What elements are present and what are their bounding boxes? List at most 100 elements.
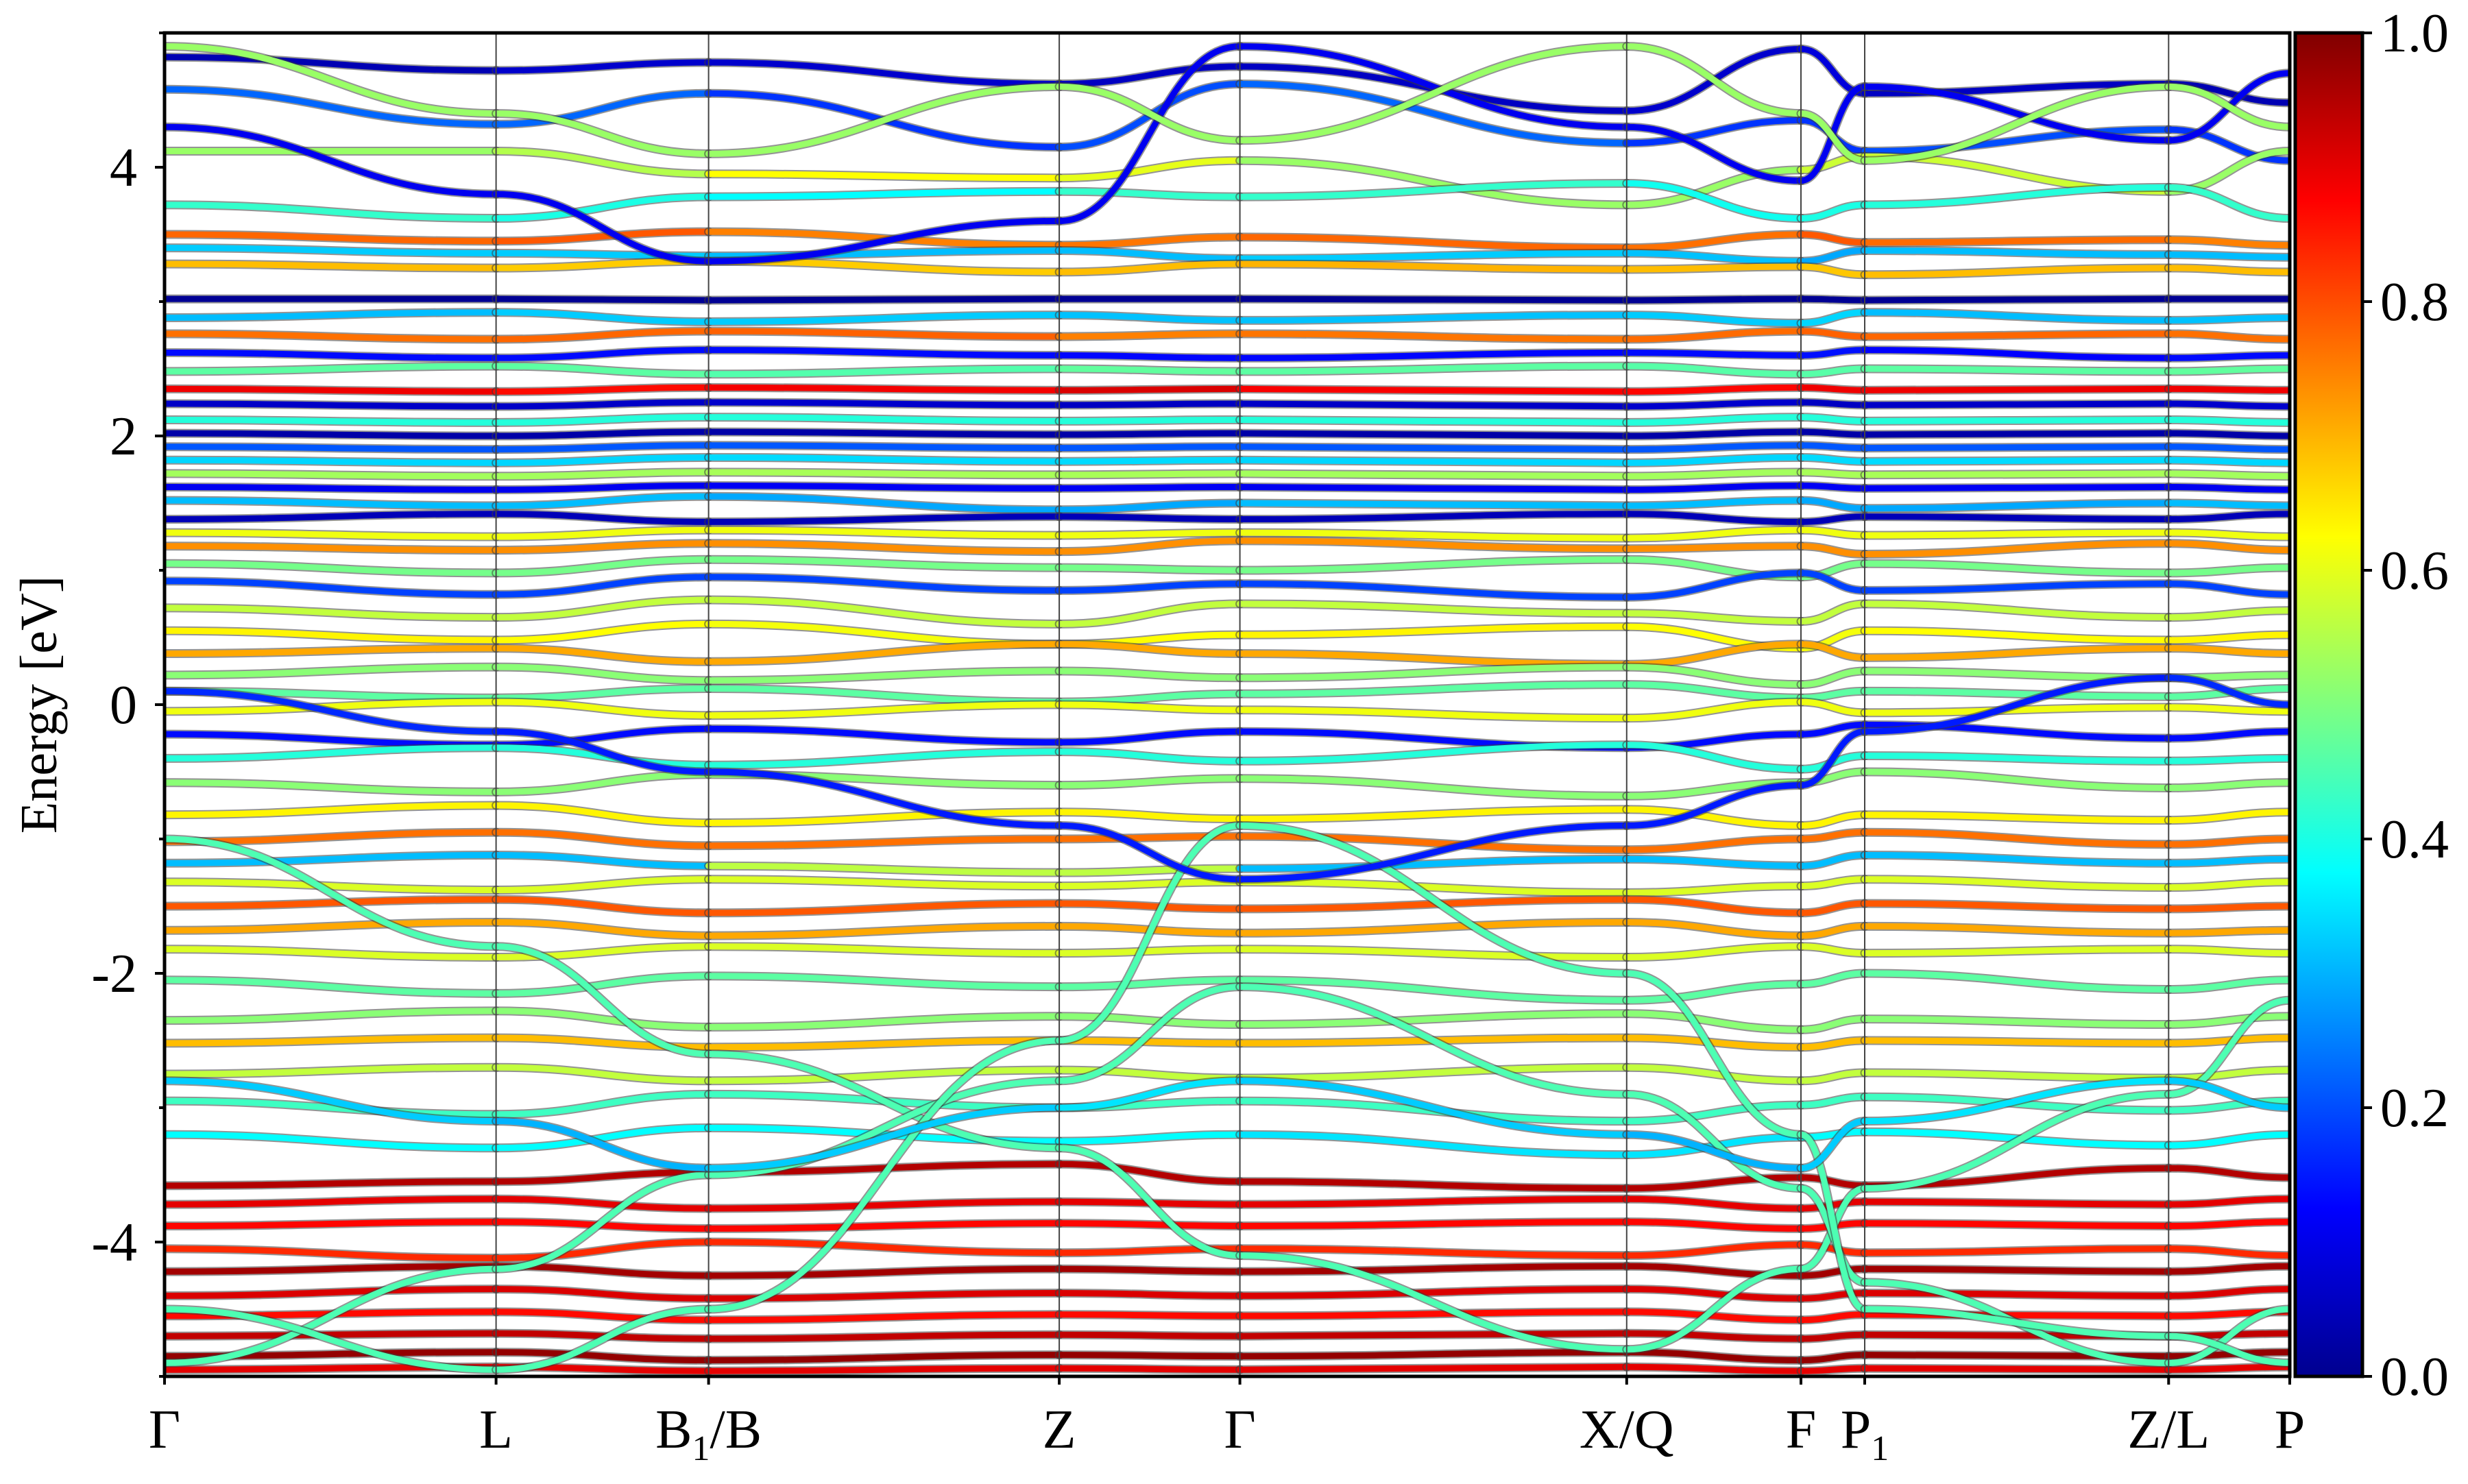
band-segment xyxy=(1623,896,1804,916)
band-segment xyxy=(493,1171,712,1272)
band-segment xyxy=(1056,157,1244,182)
band-segment xyxy=(1237,529,1630,542)
band-segment xyxy=(1798,728,1868,789)
band-segment xyxy=(705,365,1063,378)
band-segment xyxy=(1056,188,1244,200)
band-segment xyxy=(1798,721,1868,738)
band-segment xyxy=(1861,812,2172,824)
band-segment xyxy=(1237,312,1630,324)
band-segment xyxy=(1798,1265,1868,1279)
band-segment xyxy=(2165,809,2290,824)
band-segment xyxy=(1056,83,1244,144)
band-segment xyxy=(1623,43,1804,117)
band-25 xyxy=(165,568,2290,602)
band-segment xyxy=(493,540,712,554)
band-segment xyxy=(1237,484,1630,493)
y-tick-label: -2 xyxy=(91,944,137,1004)
band-segment xyxy=(493,295,712,304)
band-26 xyxy=(165,595,2290,629)
band-segment xyxy=(165,1263,500,1275)
band-segment xyxy=(1623,350,1804,358)
band-segment xyxy=(1056,1365,1244,1373)
band-segment xyxy=(1237,822,1630,977)
band-segment xyxy=(1861,970,2172,993)
band-segment xyxy=(1056,385,1244,393)
band-segment xyxy=(1056,701,1244,714)
band-30 xyxy=(165,680,2290,707)
band-segment xyxy=(1623,384,1804,395)
band-segment xyxy=(165,443,500,453)
band-segment xyxy=(1237,1010,1630,1027)
band-segment xyxy=(1237,681,1630,697)
band-segment xyxy=(705,1078,1063,1178)
band-segment xyxy=(1056,822,1244,1044)
band-segment xyxy=(1237,457,1630,466)
band-segment xyxy=(1861,1078,2172,1125)
kpoint-label: Z xyxy=(1043,1400,1076,1460)
band-segment xyxy=(493,943,712,1058)
band-segment xyxy=(1056,1220,1244,1229)
band-segment xyxy=(1798,1174,1868,1189)
band-segment xyxy=(493,1349,712,1363)
band-segment xyxy=(1798,600,1868,624)
band-segment xyxy=(1798,1016,1868,1033)
band-segment xyxy=(1623,681,1804,701)
band-segment xyxy=(493,943,712,960)
band-segment xyxy=(2165,540,2290,554)
band-segment xyxy=(705,540,1063,555)
band-segment xyxy=(493,191,712,265)
band-segment xyxy=(493,802,712,826)
band-segment xyxy=(1798,943,1868,957)
band-segment xyxy=(1623,1363,1804,1374)
band-segment xyxy=(1861,946,2172,957)
band-segment xyxy=(1798,1352,1868,1363)
band-segment xyxy=(1798,698,1868,716)
band-segment xyxy=(1623,742,1804,773)
kpoint-label: Z/L xyxy=(2127,1400,2210,1460)
band-segment xyxy=(1623,250,1804,265)
band-segment xyxy=(493,1124,712,1152)
band-segment xyxy=(1237,984,1630,1097)
band-segment xyxy=(1798,483,1868,491)
band-segment xyxy=(165,1265,500,1366)
band-segment xyxy=(165,879,500,893)
band-segment xyxy=(1861,627,2172,644)
band-segment xyxy=(1237,1363,1630,1373)
band-segment xyxy=(1237,581,1630,600)
colorbar-ticks: 0.0 0.2 0.4 0.6 0.8 1.0 xyxy=(2362,3,2449,1407)
band-segment xyxy=(1861,900,2172,912)
band-segment xyxy=(1861,417,2172,424)
band-segment xyxy=(1623,469,1804,480)
band-segment xyxy=(705,836,1063,849)
band-64 xyxy=(165,42,2290,165)
band-segment xyxy=(2165,903,2290,912)
band-segment xyxy=(1623,1102,1804,1125)
band-19 xyxy=(165,481,2290,494)
y-axis-label: Energy [eV] xyxy=(10,576,68,834)
band-segment xyxy=(165,664,500,679)
band-segment xyxy=(165,330,500,343)
band-segment xyxy=(165,309,500,321)
band-segment xyxy=(1861,1016,2172,1027)
band-segment xyxy=(1623,295,1804,304)
band-segment xyxy=(165,1219,500,1229)
band-segment xyxy=(1237,537,1630,552)
band-segment xyxy=(2165,564,2290,576)
band-segment xyxy=(2165,1363,2290,1373)
band-segment xyxy=(705,1365,1063,1374)
band-15 xyxy=(165,427,2290,441)
band-segment xyxy=(705,1037,1063,1051)
band-segment xyxy=(1798,231,1868,246)
band-segment xyxy=(1623,698,1804,722)
band-segment xyxy=(165,802,500,818)
band-segment xyxy=(165,1008,500,1024)
band-segment xyxy=(1623,664,1804,688)
band-segment xyxy=(1237,417,1630,426)
band-segment xyxy=(493,428,712,439)
band-segment xyxy=(705,328,1063,340)
band-segment xyxy=(493,442,712,453)
band-segment xyxy=(1861,457,2172,465)
band-segment xyxy=(1056,865,1244,876)
band-segment xyxy=(1861,126,2172,154)
band-segment xyxy=(1798,570,1868,594)
